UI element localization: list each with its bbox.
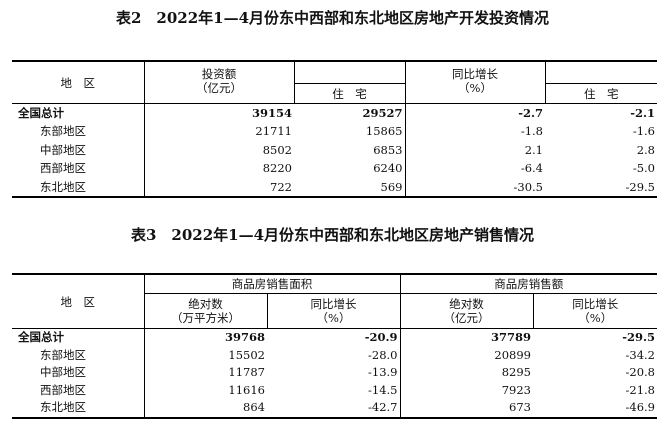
table-row: 中部地区 11787 -13.9 8295 -20.8 xyxy=(12,364,657,382)
header-area-unit: （万平方米） xyxy=(171,311,240,325)
residential-cell: 6853 xyxy=(294,140,406,160)
yoy-cell: -1.8 xyxy=(520,124,543,139)
header-sales-absolute: 绝对数 （亿元） xyxy=(400,293,534,329)
header-area-absolute-label: 绝对数 xyxy=(188,297,223,311)
sales-yoy-cell: -29.5 xyxy=(622,330,655,344)
residential-cell: 569 xyxy=(294,177,406,199)
region-cell: 中部地区 xyxy=(12,364,145,382)
area-yoy-cell: -13.9 xyxy=(267,364,401,382)
sales-cell: 673 xyxy=(400,399,533,419)
region-cell: 东部地区 xyxy=(12,346,145,364)
region-cell: 中部地区 xyxy=(12,140,145,160)
region-cell: 全国总计 xyxy=(12,103,145,123)
region-cell: 东部地区 xyxy=(12,122,145,141)
investment-cell: 722 xyxy=(144,177,294,199)
table-row: 全国总计 39768 -20.9 37789 -29.5 xyxy=(12,328,657,347)
table-row: 西部地区 11616 -14.5 7923 -21.8 xyxy=(12,381,657,399)
residential-yoy-cell: 2.8 xyxy=(636,142,655,157)
header-area-yoy-unit: （%） xyxy=(316,311,351,325)
header-sales-yoy-unit: （%） xyxy=(578,311,613,325)
header-yoy-unit: （%） xyxy=(458,81,492,95)
area-yoy-cell: -42.7 xyxy=(267,399,401,419)
residential-yoy-cell: -2.1 xyxy=(630,106,655,120)
investment-cell: 39154 xyxy=(251,106,292,120)
area-cell: 39768 xyxy=(224,330,265,344)
sales-cell: 20899 xyxy=(494,347,531,362)
table3-title: 表3 2022年1—4月份东中西部和东北地区房地产销售情况 xyxy=(130,226,535,244)
header-yoy-label: 同比增长 xyxy=(452,67,498,81)
sales-cell: 37789 xyxy=(490,330,531,344)
sales-yoy-cell: -20.8 xyxy=(625,365,656,379)
table2-title: 表2 2022年1—4月份东中西部和东北地区房地产开发投资情况 xyxy=(115,9,550,27)
area-cell: 864 xyxy=(144,399,267,419)
residential-yoy-cell: -1.6 xyxy=(632,124,655,139)
area-yoy-cell: -20.9 xyxy=(267,328,401,347)
residential-yoy-cell: -5.0 xyxy=(632,161,655,176)
region-cell: 东北地区 xyxy=(12,177,145,199)
header-area-absolute: 绝对数 （万平方米） xyxy=(144,293,268,329)
area-cell: 15502 xyxy=(228,347,265,362)
header-region: 地 区 xyxy=(12,273,145,329)
header-residential-yoy: 住 宅 xyxy=(545,83,657,104)
area-cell: 11787 xyxy=(228,365,265,379)
residential-cell: 29527 xyxy=(294,103,406,123)
table-row: 东部地区 21711 15865 -1.8 -1.6 xyxy=(12,122,657,141)
header-area-yoy: 同比增长 （%） xyxy=(267,293,401,329)
sales-cell: 7923 xyxy=(501,382,531,397)
sales-yoy-cell: -34.2 xyxy=(625,347,656,362)
yoy-cell: -30.5 xyxy=(405,177,545,199)
table-row: 东北地区 864 -42.7 673 -46.9 xyxy=(12,399,657,419)
table-row: 东部地区 15502 -28.0 20899 -34.2 xyxy=(12,346,657,364)
table-row: 东北地区 722 569 -30.5 -29.5 xyxy=(12,177,657,199)
residential-cell: 6240 xyxy=(294,159,406,178)
header-investment-blank xyxy=(294,60,406,84)
header-area-group: 商品房销售面积 xyxy=(144,273,401,294)
residential-cell: 15865 xyxy=(294,122,406,141)
header-yoy-blank xyxy=(545,60,657,84)
area-cell: 11616 xyxy=(228,382,265,397)
yoy-cell: -6.4 xyxy=(520,161,543,176)
header-sales-unit: （亿元） xyxy=(443,311,490,325)
region-cell: 西部地区 xyxy=(12,381,145,399)
sales-cell: 8295 xyxy=(501,365,531,379)
table-row: 西部地区 8220 6240 -6.4 -5.0 xyxy=(12,159,657,178)
sales-yoy-cell: -46.9 xyxy=(533,399,657,419)
table-row: 全国总计 39154 29527 -2.7 -2.1 xyxy=(12,103,657,123)
region-cell: 全国总计 xyxy=(12,328,145,347)
investment-cell: 8502 xyxy=(262,142,292,157)
yoy-cell: 2.1 xyxy=(524,142,543,157)
header-sales-group: 商品房销售额 xyxy=(400,273,657,294)
header-residential: 住 宅 xyxy=(294,83,406,104)
area-yoy-cell: -28.0 xyxy=(267,346,401,364)
header-area-yoy-label: 同比增长 xyxy=(310,297,357,311)
header-sales-yoy: 同比增长 （%） xyxy=(533,293,657,329)
header-investment-label: 投资额 xyxy=(201,67,237,81)
area-yoy-cell: -14.5 xyxy=(267,381,401,399)
investment-table: 地 区 投资额 （亿元） 同比增长 （%） 住 宅 住 宅 全国总计 39154… xyxy=(12,60,657,199)
sales-yoy-cell: -21.8 xyxy=(625,382,656,397)
header-region: 地 区 xyxy=(12,60,145,104)
residential-yoy-cell: -29.5 xyxy=(545,177,657,199)
yoy-cell: -2.7 xyxy=(518,106,543,120)
header-investment-unit: （亿元） xyxy=(196,81,242,95)
header-yoy: 同比增长 （%） xyxy=(405,60,546,104)
header-sales-absolute-label: 绝对数 xyxy=(449,297,484,311)
region-cell: 东北地区 xyxy=(12,399,145,419)
region-cell: 西部地区 xyxy=(12,159,145,178)
investment-cell: 8220 xyxy=(262,161,292,176)
sales-table: 地 区 商品房销售面积 商品房销售额 绝对数 （万平方米） 同比增长 （%） 绝… xyxy=(12,273,657,419)
header-investment: 投资额 （亿元） xyxy=(144,60,295,104)
investment-cell: 21711 xyxy=(255,124,292,139)
table-row: 中部地区 8502 6853 2.1 2.8 xyxy=(12,140,657,160)
header-sales-yoy-label: 同比增长 xyxy=(572,297,619,311)
